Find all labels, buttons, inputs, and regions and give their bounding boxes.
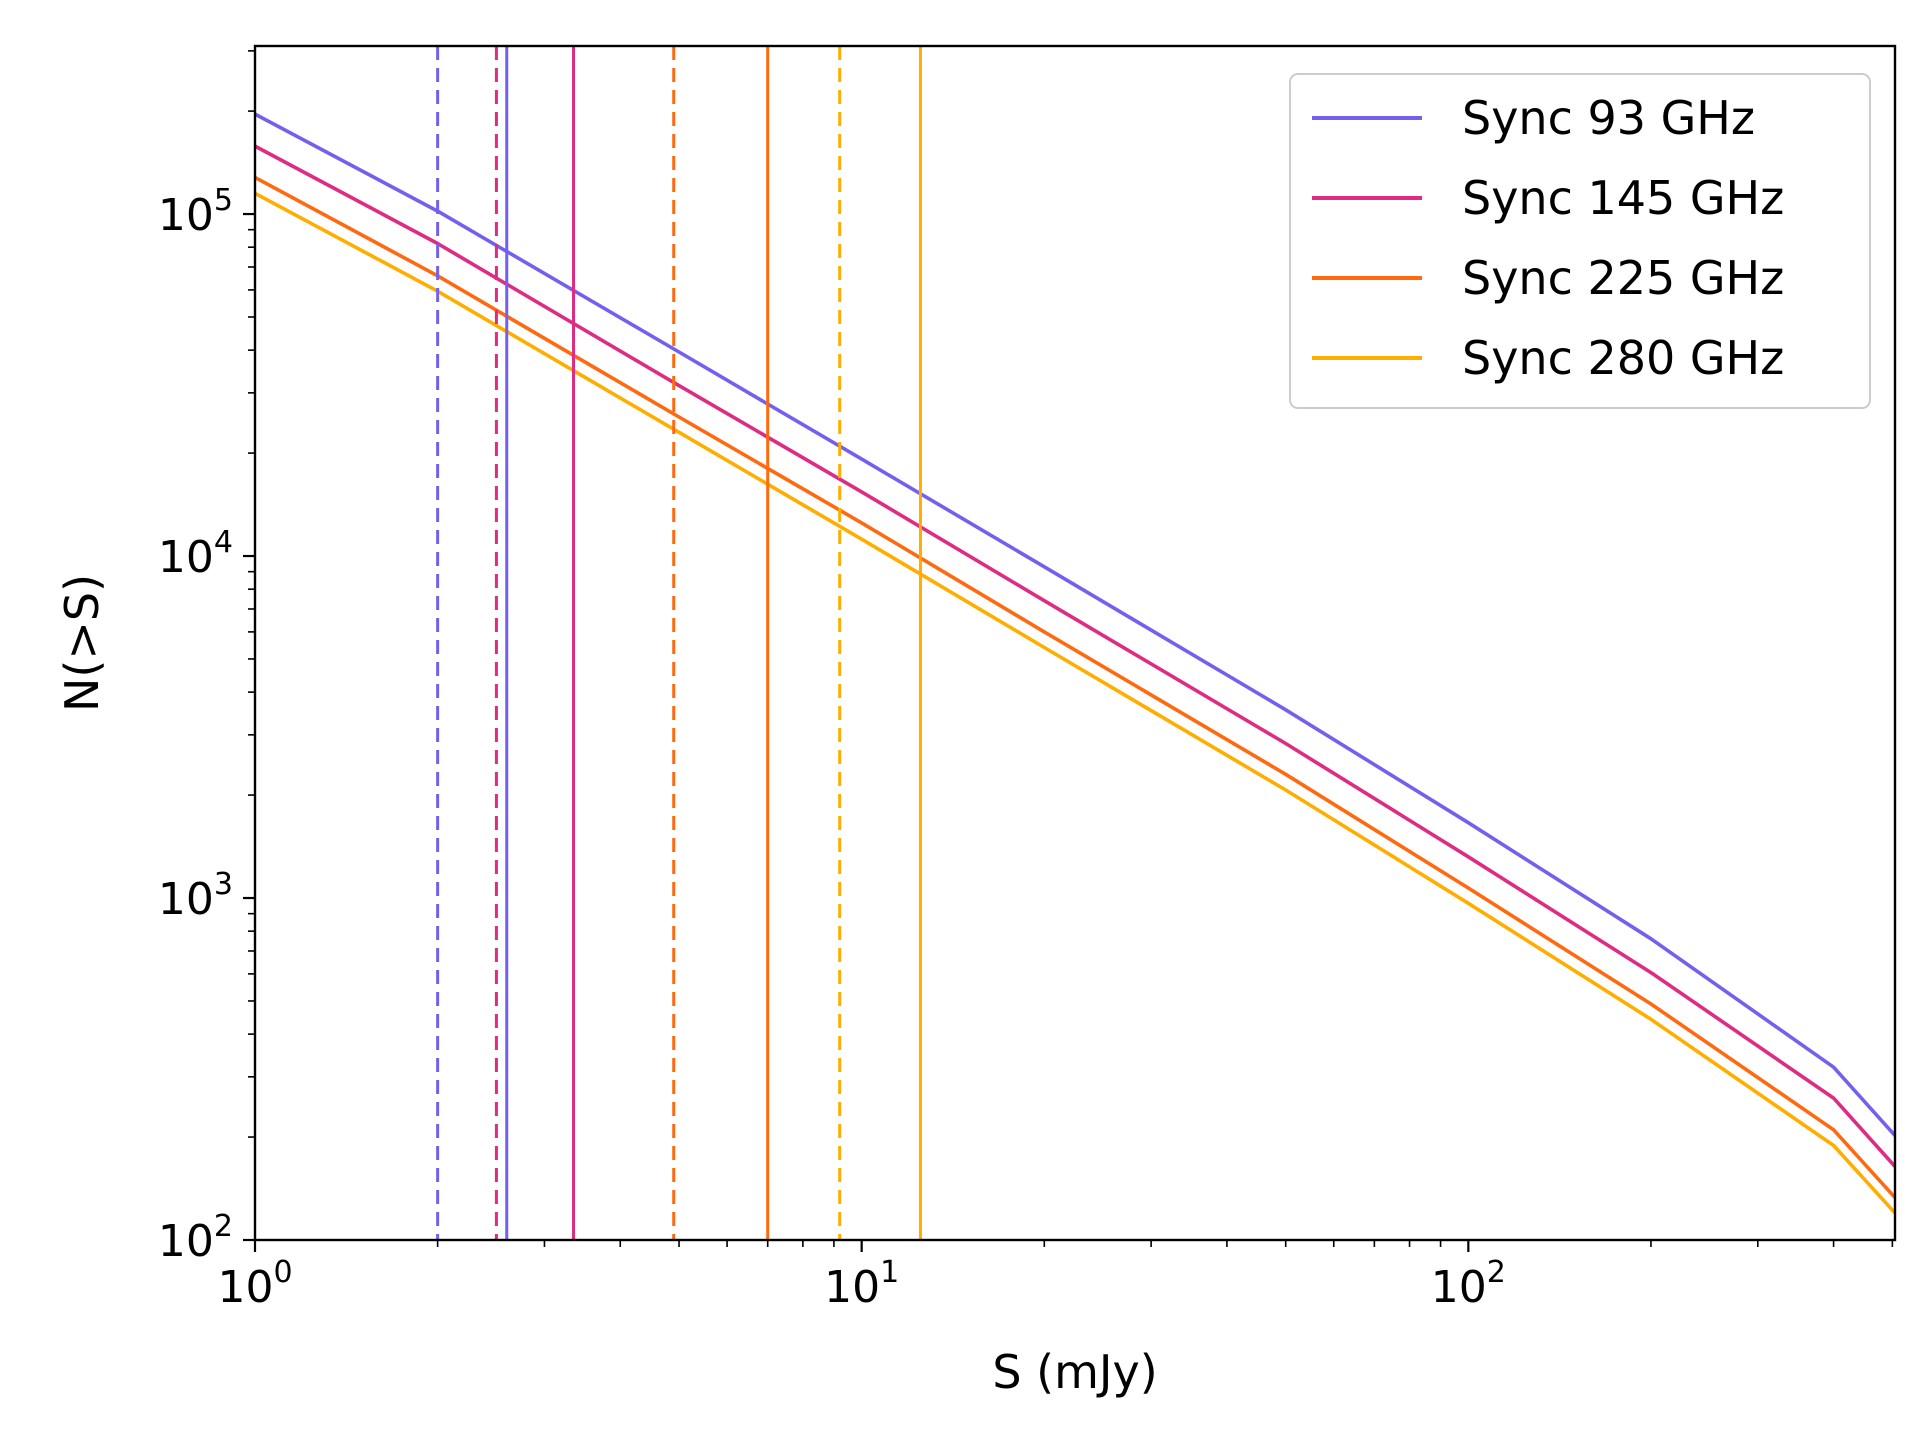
y-tick-label: 105 bbox=[158, 183, 233, 241]
y-tick-label: 104 bbox=[158, 525, 233, 583]
series-line-3 bbox=[254, 175, 1897, 1199]
series-line-1 bbox=[254, 112, 1897, 1137]
legend-label-1: Sync 93 GHz bbox=[1462, 91, 1755, 145]
threshold-lines bbox=[436, 46, 922, 1240]
legend: Sync 93 GHz Sync 145 GHz Sync 225 GHz Sync … bbox=[1289, 73, 1871, 409]
x-axis-label: S (mJy) bbox=[992, 1345, 1157, 1399]
legend-label-2: Sync 145 GHz bbox=[1462, 171, 1784, 225]
legend-label-4: Sync 280 GHz bbox=[1462, 331, 1784, 385]
y-tick-label: 102 bbox=[158, 1209, 233, 1267]
series-line-4 bbox=[254, 191, 1897, 1215]
x-tick-label: 101 bbox=[824, 1255, 899, 1313]
legend-box bbox=[1289, 73, 1871, 409]
x-tick-label: 100 bbox=[217, 1255, 292, 1313]
series-line-2 bbox=[254, 144, 1897, 1168]
x-tick-label: 102 bbox=[1431, 1255, 1506, 1313]
plot-frame bbox=[253, 44, 1897, 1242]
legend-label-3: Sync 225 GHz bbox=[1462, 251, 1784, 305]
y-tick-label: 103 bbox=[158, 867, 233, 925]
y-axis-label: N(>S) bbox=[55, 574, 109, 712]
series-lines bbox=[254, 112, 1897, 1215]
axis-ticks: 100 101 102 102 103 104 105 bbox=[158, 50, 1894, 1313]
